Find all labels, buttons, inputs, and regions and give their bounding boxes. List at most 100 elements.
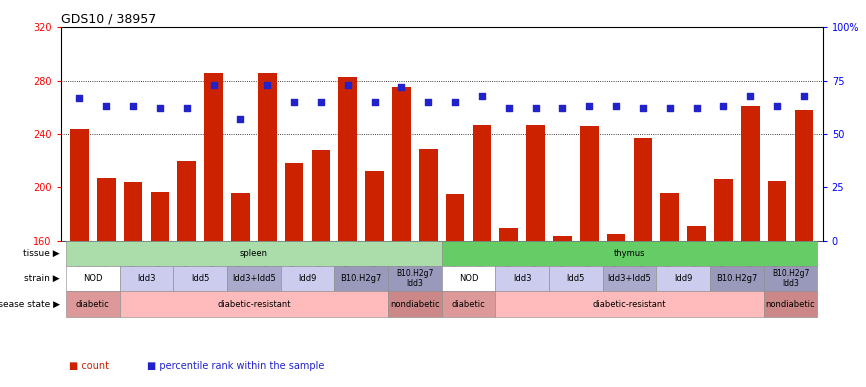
Bar bbox=[714, 180, 733, 241]
Bar bbox=[442, 291, 495, 317]
Bar bbox=[66, 241, 442, 266]
Point bbox=[689, 105, 703, 111]
Text: tissue ▶: tissue ▶ bbox=[23, 249, 60, 258]
Text: nondiabetic: nondiabetic bbox=[390, 300, 440, 309]
Text: ldd3+ldd5: ldd3+ldd5 bbox=[232, 274, 275, 283]
Text: ldd5: ldd5 bbox=[566, 274, 585, 283]
Bar bbox=[661, 193, 679, 241]
Bar bbox=[66, 291, 120, 317]
Text: ldd9: ldd9 bbox=[674, 274, 692, 283]
Point bbox=[797, 92, 811, 99]
Point bbox=[100, 103, 113, 109]
Bar bbox=[495, 291, 764, 317]
Bar bbox=[580, 126, 598, 241]
Point bbox=[582, 103, 596, 109]
Bar bbox=[120, 291, 388, 317]
Text: NOD: NOD bbox=[83, 274, 102, 283]
Point bbox=[448, 99, 462, 105]
Bar bbox=[173, 266, 227, 291]
Bar bbox=[339, 77, 357, 241]
Bar bbox=[334, 266, 388, 291]
Bar bbox=[656, 266, 710, 291]
Bar bbox=[70, 128, 89, 241]
Point bbox=[422, 99, 436, 105]
Bar bbox=[740, 106, 759, 241]
Text: diabetic-resistant: diabetic-resistant bbox=[592, 300, 666, 309]
Point bbox=[770, 103, 784, 109]
Bar bbox=[258, 72, 276, 241]
Text: thymus: thymus bbox=[614, 249, 645, 258]
Bar bbox=[281, 266, 334, 291]
Text: ldd9: ldd9 bbox=[298, 274, 317, 283]
Text: diabetic-resistant: diabetic-resistant bbox=[217, 300, 291, 309]
Bar bbox=[204, 72, 223, 241]
Text: ldd3: ldd3 bbox=[513, 274, 532, 283]
Point bbox=[501, 105, 515, 111]
Text: B10.H2g7: B10.H2g7 bbox=[716, 274, 758, 283]
Point bbox=[475, 92, 488, 99]
Bar bbox=[767, 181, 786, 241]
Bar bbox=[392, 87, 410, 241]
Bar bbox=[764, 291, 818, 317]
Point bbox=[73, 94, 87, 101]
Bar bbox=[710, 266, 764, 291]
Point bbox=[395, 84, 409, 90]
Text: B10.H2g7: B10.H2g7 bbox=[340, 274, 382, 283]
Text: nondiabetic: nondiabetic bbox=[766, 300, 815, 309]
Point bbox=[234, 116, 248, 122]
Bar bbox=[442, 266, 495, 291]
Bar bbox=[794, 110, 813, 241]
Bar bbox=[553, 236, 572, 241]
Bar bbox=[120, 266, 173, 291]
Bar bbox=[231, 193, 249, 241]
Point bbox=[126, 103, 140, 109]
Bar bbox=[446, 194, 464, 241]
Bar bbox=[495, 266, 549, 291]
Bar bbox=[688, 226, 706, 241]
Text: ■ percentile rank within the sample: ■ percentile rank within the sample bbox=[147, 361, 325, 371]
Point bbox=[368, 99, 382, 105]
Bar bbox=[603, 266, 656, 291]
Point bbox=[261, 82, 275, 88]
Bar bbox=[607, 234, 625, 241]
Bar bbox=[124, 182, 143, 241]
Point bbox=[662, 105, 676, 111]
Point bbox=[180, 105, 194, 111]
Bar bbox=[365, 171, 384, 241]
Bar bbox=[419, 149, 437, 241]
Point bbox=[609, 103, 623, 109]
Point bbox=[716, 103, 730, 109]
Text: B10.H2g7
ldd3: B10.H2g7 ldd3 bbox=[396, 269, 434, 288]
Text: diabetic: diabetic bbox=[451, 300, 485, 309]
Text: ldd5: ldd5 bbox=[191, 274, 210, 283]
Point bbox=[341, 82, 355, 88]
Bar bbox=[178, 161, 196, 241]
Bar bbox=[227, 266, 281, 291]
Bar bbox=[388, 291, 442, 317]
Bar bbox=[527, 125, 545, 241]
Point bbox=[743, 92, 757, 99]
Point bbox=[207, 82, 221, 88]
Text: ldd3: ldd3 bbox=[137, 274, 156, 283]
Bar bbox=[151, 192, 169, 241]
Bar bbox=[473, 125, 491, 241]
Bar bbox=[97, 178, 116, 241]
Bar bbox=[764, 266, 818, 291]
Text: ldd3+ldd5: ldd3+ldd5 bbox=[608, 274, 651, 283]
Bar bbox=[312, 150, 330, 241]
Text: ■ count: ■ count bbox=[69, 361, 109, 371]
Point bbox=[636, 105, 650, 111]
Bar bbox=[500, 228, 518, 241]
Point bbox=[528, 105, 542, 111]
Bar bbox=[634, 138, 652, 241]
Bar bbox=[388, 266, 442, 291]
Point bbox=[555, 105, 569, 111]
Text: NOD: NOD bbox=[459, 274, 478, 283]
Text: B10.H2g7
ldd3: B10.H2g7 ldd3 bbox=[772, 269, 809, 288]
Bar bbox=[442, 241, 818, 266]
Bar bbox=[285, 163, 303, 241]
Text: GDS10 / 38957: GDS10 / 38957 bbox=[61, 13, 156, 26]
Text: disease state ▶: disease state ▶ bbox=[0, 300, 60, 309]
Bar bbox=[66, 266, 120, 291]
Point bbox=[153, 105, 167, 111]
